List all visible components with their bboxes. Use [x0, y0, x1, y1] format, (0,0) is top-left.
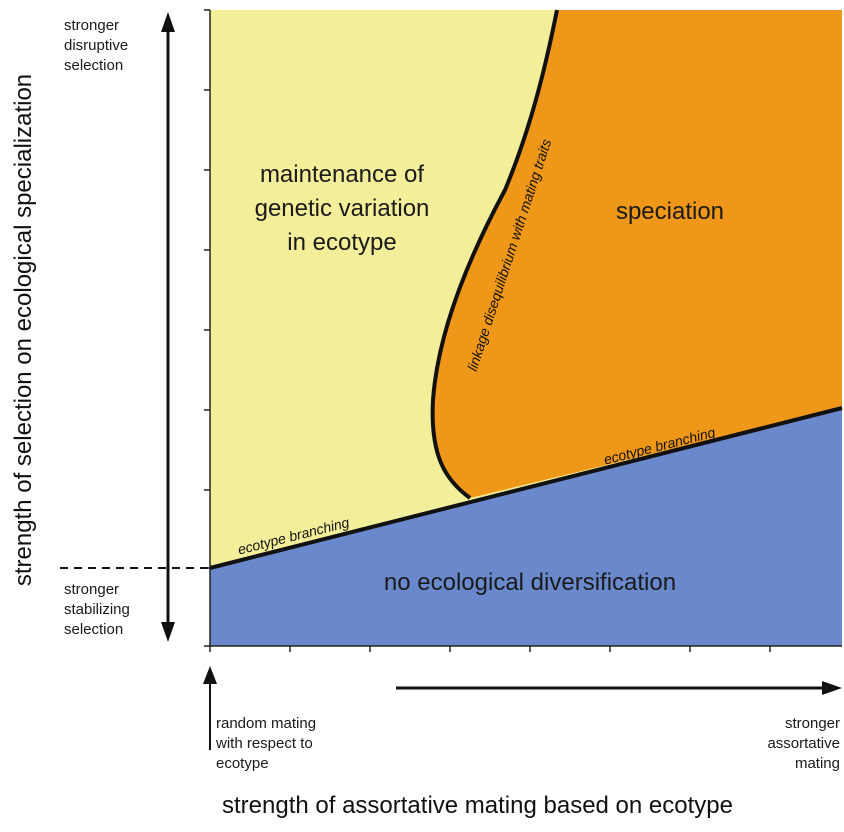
maintenance-region-label: maintenance of genetic variation in ecot… — [254, 161, 430, 256]
linkage-boundary-line — [430, 9, 559, 500]
x-axis-title: strength of assortative mating based on … — [222, 792, 733, 819]
branching-boundary-line — [209, 406, 843, 570]
x-right-note: stronger assortative mating — [767, 715, 840, 772]
y-bottom-note: stronger stabilizing selection — [64, 581, 130, 638]
y-axis-ticks — [204, 9, 210, 647]
y-axis-title: strength of selection on ecological spec… — [10, 73, 37, 587]
random-mating-up-arrow-icon — [203, 666, 217, 684]
up-arrow-icon — [161, 12, 175, 32]
x-left-note: random mating with respect to ecotype — [216, 715, 317, 772]
speciation-region — [432, 10, 842, 498]
speciation-region-label: speciation — [615, 198, 725, 225]
no-diversification-region-label: no ecological diversification — [383, 569, 677, 596]
no-diversification-region — [210, 408, 842, 646]
y-top-note: stronger disruptive selection — [64, 17, 129, 74]
right-arrow-icon — [822, 681, 842, 695]
down-arrow-icon — [161, 622, 175, 642]
x-axis-ticks — [209, 646, 771, 652]
